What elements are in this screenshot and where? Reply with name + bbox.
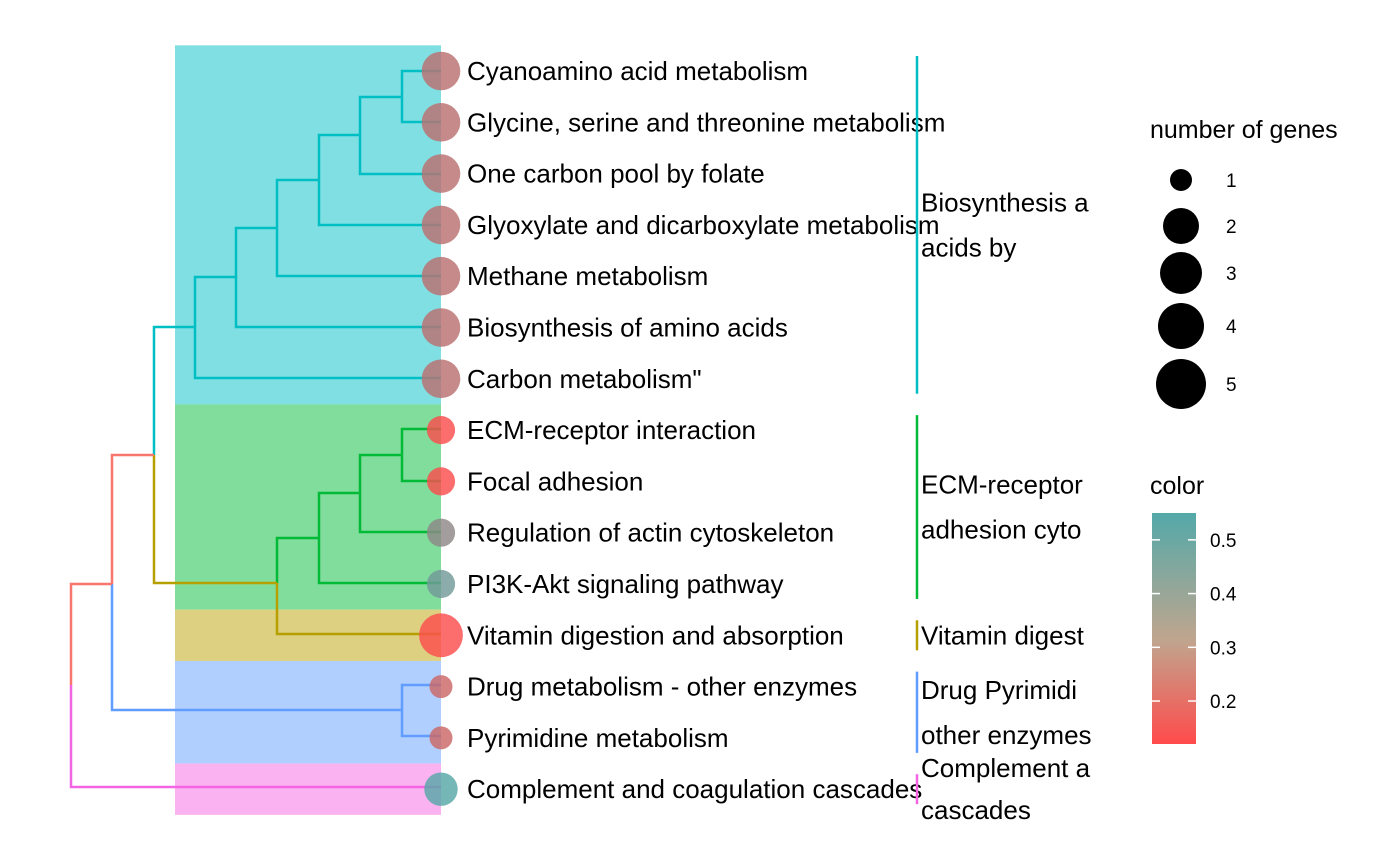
term-dot [421, 154, 461, 193]
color-legend: color 0.5 0.4 0.3 0.2 [1150, 472, 1237, 744]
term-dot [421, 308, 461, 347]
dendrogram-branch-1 [152, 69, 441, 455]
term-label: Pyrimidine metabolism [467, 723, 729, 753]
term-dot [426, 569, 456, 599]
size-legend-title: number of genes [1150, 116, 1338, 144]
term-label: One carbon pool by folate [467, 159, 765, 189]
color-legend-bar [1152, 513, 1196, 744]
term-dot [421, 359, 461, 399]
cluster-label: cascades [921, 795, 1031, 825]
term-dot [421, 205, 461, 245]
cluster-label: Biosynthesis a [921, 187, 1089, 217]
term-label: Glycine, serine and threonine metabolism [467, 107, 945, 137]
term-label: Vitamin digestion and absorption [467, 620, 844, 650]
term-label: Biosynthesis of amino acids [467, 313, 788, 343]
color-legend-title: color [1150, 472, 1204, 500]
dendrogram-branch-3 [152, 455, 441, 636]
term-dot [419, 613, 463, 658]
cluster-label: other enzymes [921, 720, 1092, 750]
term-dot [421, 256, 461, 296]
color-legend-tick-label: 0.2 [1210, 692, 1236, 713]
cluster-labels: Biosynthesis a acids by ECM-receptor adhesi… [915, 56, 1092, 825]
term-dots [419, 51, 463, 806]
term-label: Complement and coagulation cascades [467, 774, 922, 804]
term-label: Regulation of actin cytoskeleton [467, 518, 834, 548]
size-legend-label: 4 [1226, 317, 1237, 338]
term-dot [429, 726, 453, 750]
term-dot [421, 103, 461, 142]
size-legend: number of genes 1 2 3 4 5 [1150, 116, 1338, 409]
size-legend-dot [1158, 303, 1204, 349]
term-label: Methane metabolism [467, 261, 708, 291]
color-legend-tick-label: 0.3 [1210, 638, 1236, 659]
dendrogram [69, 69, 441, 789]
term-dot [429, 675, 453, 699]
term-dot [426, 416, 456, 445]
cluster-label-group: Biosynthesis a acids by ECM-receptor adhesi… [915, 56, 1092, 825]
term-labels: Cyanoamino acid metabolism Glycine, serin… [467, 56, 945, 804]
size-legend-label: 1 [1226, 171, 1237, 192]
size-legend-label: 3 [1226, 264, 1237, 285]
size-legend-dot [1163, 208, 1199, 244]
term-label: Focal adhesion [467, 466, 643, 496]
size-legend-dot [1156, 359, 1206, 409]
term-label: Drug metabolism - other enzymes [467, 672, 857, 702]
size-legend-dot [1160, 252, 1202, 294]
cluster-label: acids by [921, 232, 1016, 262]
cluster-band-3 [175, 609, 441, 661]
cluster-backgrounds [175, 45, 441, 815]
term-label: ECM-receptor interaction [467, 415, 756, 445]
color-legend-tick-label: 0.4 [1210, 585, 1237, 606]
color-legend-tick-label: 0.5 [1210, 531, 1236, 552]
cluster-label: Vitamin digest [921, 620, 1085, 650]
cluster-label: Drug Pyrimidi [921, 675, 1077, 705]
cluster-label: ECM-receptor [921, 470, 1083, 500]
cluster-band-5 [175, 763, 441, 815]
size-legend-label: 2 [1226, 217, 1237, 238]
size-legend-dot [1170, 169, 1192, 191]
size-legend-label: 5 [1226, 375, 1237, 396]
dendrogram-branch-5 [69, 453, 154, 685]
term-dot [424, 772, 458, 806]
term-dot [426, 467, 456, 496]
cluster-label: adhesion cyto [921, 515, 1081, 545]
term-label: Carbon metabolism" [467, 364, 702, 394]
term-label: PI3K-Akt signaling pathway [467, 569, 784, 599]
term-label: Cyanoamino acid metabolism [467, 56, 808, 86]
term-label: Glyoxylate and dicarboxylate metabolism [467, 210, 940, 240]
cluster-band-2 [175, 404, 441, 610]
term-dot [426, 518, 456, 547]
dendrogram-branch-6 [69, 685, 441, 789]
cluster-band-4 [175, 660, 441, 764]
term-dot [421, 51, 461, 91]
dendrogram-branch-4 [110, 584, 441, 738]
dendrogram-branch-2 [275, 427, 441, 585]
cluster-label: Complement a [921, 753, 1091, 783]
